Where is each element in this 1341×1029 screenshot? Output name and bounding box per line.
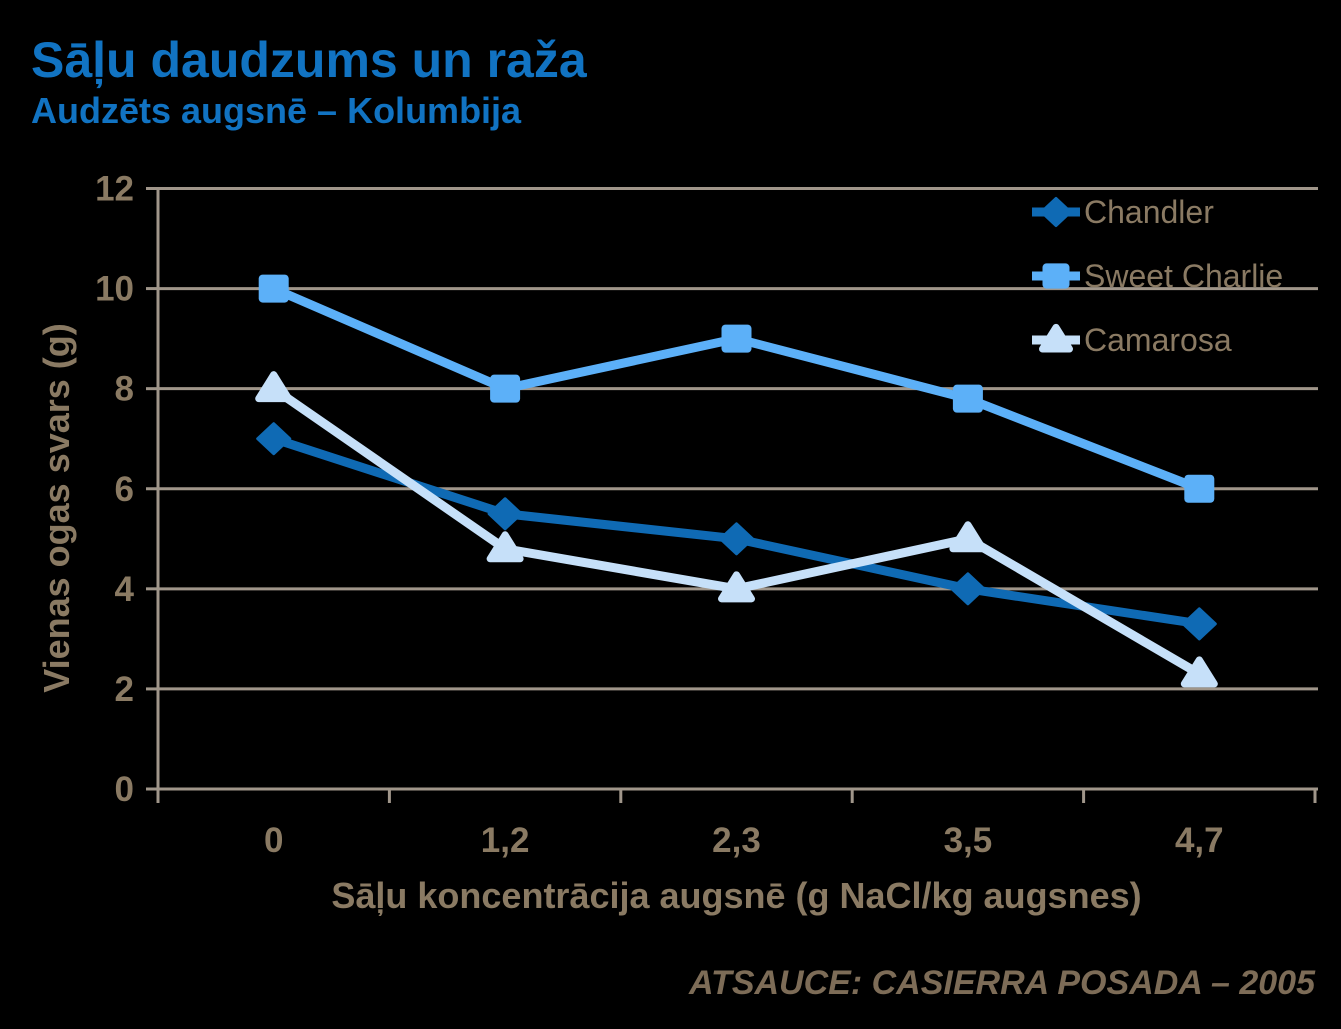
source-citation: ATSAUCE: CASIERRA POSADA – 2005 — [689, 964, 1315, 1002]
series-marker-sweet-charlie-0 — [258, 274, 289, 303]
series-marker-chandler-1 — [487, 497, 523, 531]
series-marker-sweet-charlie-3 — [952, 384, 983, 413]
x-tick-label-3-5: 3,5 — [944, 821, 993, 860]
series-marker-chandler-2 — [719, 522, 754, 556]
legend-item-sweet-charlie: Sweet Charlie — [1032, 258, 1283, 294]
y-tick-label-10: 10 — [95, 270, 134, 309]
series-marker-chandler-3 — [950, 572, 986, 606]
series-marker-camarosa-1 — [486, 531, 524, 563]
legend-marker-camarosa — [1039, 323, 1073, 353]
y-axis-title: Vienas ogas svars (g) — [36, 323, 77, 693]
y-tick-label-12: 12 — [95, 170, 134, 209]
legend-label-chandler: Chandler — [1084, 194, 1214, 230]
series-camarosa — [255, 371, 1218, 688]
chart-title: Sāļu daudzums un raža — [31, 32, 587, 88]
y-tick-label-8: 8 — [115, 370, 134, 409]
legend-label-camarosa: Camarosa — [1084, 322, 1232, 358]
x-axis-title: Sāļu koncentrācija augsnē (g NaCl/kg aug… — [331, 875, 1141, 916]
series-marker-camarosa-2 — [718, 571, 755, 603]
series-marker-sweet-charlie-1 — [490, 374, 521, 403]
x-tick-label-4-7: 4,7 — [1175, 821, 1224, 860]
series-marker-sweet-charlie-4 — [1184, 474, 1215, 503]
y-tick-label-2: 2 — [115, 670, 134, 709]
legend-item-chandler: Chandler — [1032, 194, 1214, 230]
legend-marker-sweet-charlie — [1042, 263, 1070, 289]
legend-item-camarosa: Camarosa — [1032, 322, 1232, 358]
series-marker-camarosa-3 — [949, 521, 987, 553]
y-tick-label-4: 4 — [115, 570, 135, 609]
legend-marker-chandler — [1040, 197, 1072, 227]
y-tick-label-6: 6 — [115, 470, 134, 509]
series-marker-sweet-charlie-2 — [721, 324, 752, 353]
x-tick-label-0: 0 — [264, 821, 283, 860]
series-marker-chandler-4 — [1181, 607, 1217, 641]
series-marker-chandler-0 — [256, 422, 292, 456]
y-tick-label-0: 0 — [115, 770, 134, 809]
series-chandler — [256, 422, 1217, 641]
legend-label-sweet-charlie: Sweet Charlie — [1084, 258, 1283, 294]
series-sweet-charlie — [258, 274, 1215, 503]
chart-subtitle: Audzēts augsnē – Kolumbija — [31, 90, 522, 131]
series-marker-camarosa-0 — [255, 371, 293, 403]
x-tick-label-2-3: 2,3 — [712, 821, 761, 860]
x-tick-label-1-2: 1,2 — [481, 821, 530, 860]
series-marker-camarosa-4 — [1180, 656, 1218, 688]
